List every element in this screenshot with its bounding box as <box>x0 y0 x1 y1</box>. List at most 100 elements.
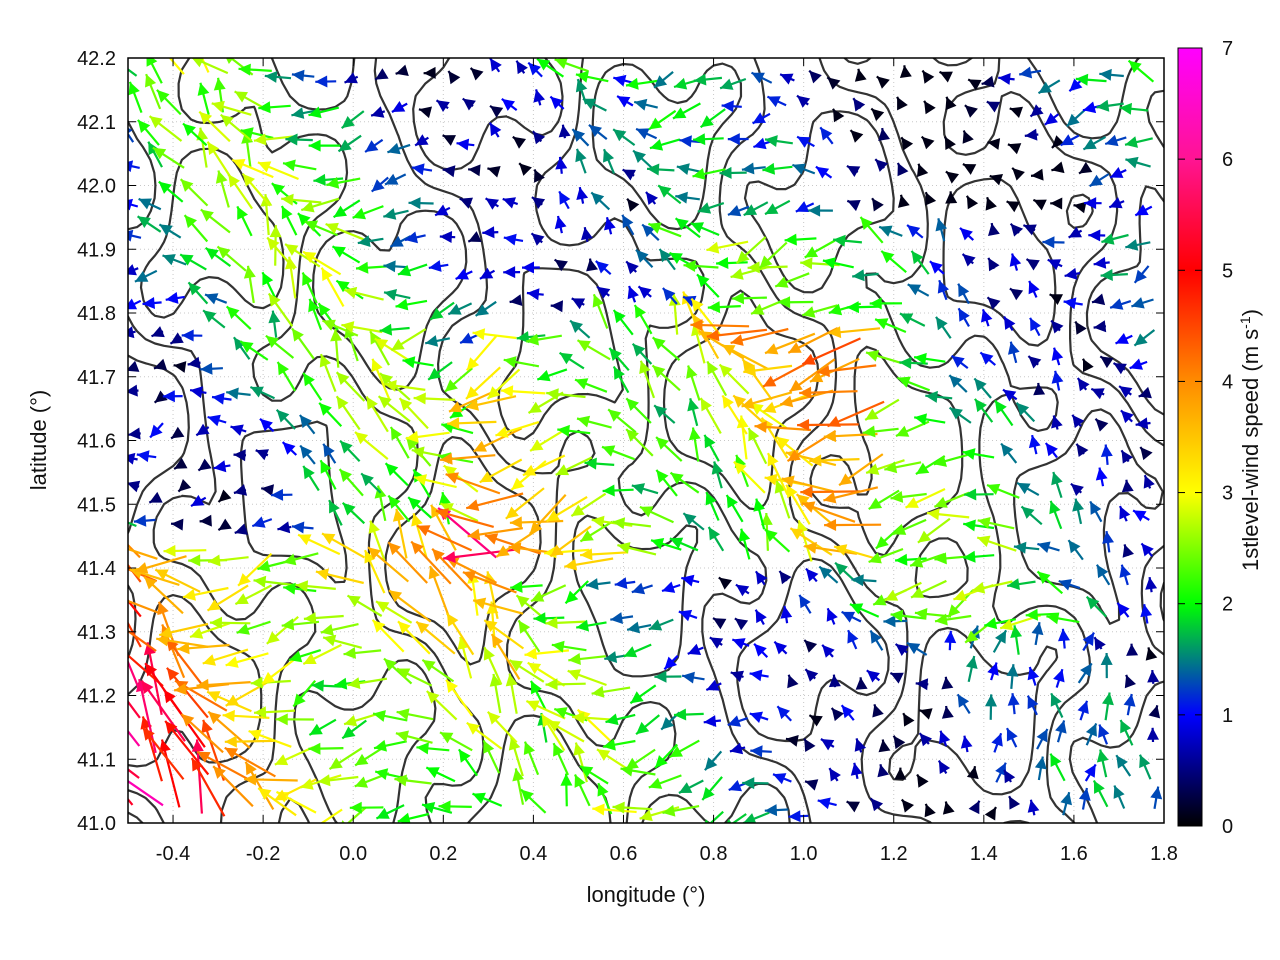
wind-vector <box>788 810 809 823</box>
wind-vector-head <box>765 135 778 147</box>
wind-vector-head <box>553 743 564 757</box>
wind-vector-head <box>550 300 563 313</box>
wind-vector <box>869 629 884 651</box>
wind-vector-head <box>987 297 1001 310</box>
wind-vector-head <box>292 328 304 342</box>
wind-vector <box>270 488 293 501</box>
wind-vector <box>948 374 968 393</box>
wind-vector-head <box>673 107 687 119</box>
wind-vector-head <box>1121 450 1133 464</box>
y-tick-label: 42.0 <box>77 176 116 198</box>
wind-vector <box>315 75 337 88</box>
wind-vector <box>552 742 570 776</box>
wind-vector-head <box>448 71 461 85</box>
wind-vector-head <box>962 164 977 175</box>
wind-vector-head <box>215 170 228 184</box>
wind-vector-head <box>242 173 255 187</box>
wind-vector <box>935 316 952 339</box>
wind-vector-head <box>939 71 953 83</box>
wind-vector <box>743 364 793 377</box>
wind-vector-head <box>1060 134 1074 146</box>
wind-vector <box>961 253 976 267</box>
wind-vector-head <box>1150 786 1163 800</box>
x-axis-ticks: -0.4 -0.2 0.0 0.2 0.4 0.6 0.8 1.0 1.2 1.4 1.6 1.8 <box>156 58 1178 865</box>
wind-vector <box>937 760 951 774</box>
wind-vector <box>341 321 383 334</box>
wind-vector <box>489 58 502 73</box>
wind-vector <box>236 620 271 635</box>
wind-vector <box>134 555 187 574</box>
wind-vector-head <box>945 96 957 111</box>
wind-vector-head <box>575 378 589 390</box>
wind-vector-head <box>847 200 861 212</box>
wind-vector <box>159 739 181 808</box>
wind-vector <box>196 127 209 168</box>
wind-vector-head <box>1134 333 1148 346</box>
wind-vector-head <box>602 445 616 457</box>
wind-vector <box>141 726 185 780</box>
wind-vector <box>128 384 139 397</box>
wind-vector-head <box>935 613 948 626</box>
wind-vector-head <box>1075 73 1089 86</box>
wind-vector <box>743 201 769 217</box>
wind-vector <box>196 750 250 781</box>
wind-vector <box>868 547 904 564</box>
wind-vector <box>910 579 947 599</box>
wind-vector <box>292 679 317 708</box>
wind-vector <box>1067 539 1084 561</box>
wind-vector-head <box>128 81 140 96</box>
wind-vector-head <box>254 706 267 719</box>
wind-vector-head <box>443 551 456 563</box>
wind-vector <box>428 260 449 272</box>
wind-vector-head <box>1051 472 1063 486</box>
wind-vector-head <box>344 72 358 84</box>
wind-vector-head <box>1031 622 1044 636</box>
wind-vector-head <box>790 528 804 540</box>
wind-vector-head <box>919 708 933 720</box>
wind-vector <box>411 163 433 176</box>
wind-vector <box>549 95 565 110</box>
wind-vector <box>847 629 859 650</box>
wind-vector-head <box>755 609 767 624</box>
wind-vector-head <box>785 735 799 747</box>
wind-vector-head <box>559 191 571 205</box>
wind-vector <box>211 392 232 405</box>
wind-vector <box>809 454 860 467</box>
wind-vector <box>576 619 607 632</box>
wind-vector <box>779 73 795 85</box>
wind-vector <box>592 293 609 329</box>
wind-vector <box>142 297 162 309</box>
wind-vector-head <box>693 73 707 86</box>
wind-vector <box>1044 442 1058 459</box>
wind-vector-head <box>1124 674 1136 689</box>
wind-vector-head <box>1004 769 1016 784</box>
wind-vector <box>976 535 1017 552</box>
wind-vector <box>435 508 494 528</box>
wind-vector-head <box>442 165 456 178</box>
wind-vector <box>457 748 479 777</box>
wind-vector-head <box>299 415 312 429</box>
wind-vector <box>138 197 162 211</box>
wind-vector <box>709 636 724 649</box>
wind-vector-head <box>392 508 405 522</box>
wind-vector-head <box>285 133 298 146</box>
wind-vector-head <box>784 233 797 246</box>
wind-vector <box>995 762 1007 783</box>
x-tick-label: 0.2 <box>429 843 457 865</box>
wind-vector-head <box>1044 112 1058 125</box>
wind-vector-head <box>181 714 195 727</box>
wind-vector <box>1078 787 1091 810</box>
wind-vector <box>729 742 746 755</box>
wind-vector-head <box>406 437 419 451</box>
wind-vector-shaft <box>200 58 210 73</box>
wind-vector <box>392 508 408 559</box>
wind-vector-head <box>512 136 526 149</box>
x-tick-label: 0.4 <box>519 843 547 865</box>
wind-vector-head <box>413 474 427 486</box>
wind-vector-head <box>1084 197 1097 210</box>
wind-vector <box>408 197 434 210</box>
wind-vector <box>575 148 587 174</box>
wind-vector <box>189 622 231 639</box>
wind-vector <box>613 74 633 87</box>
wind-vector-head <box>1030 104 1044 117</box>
